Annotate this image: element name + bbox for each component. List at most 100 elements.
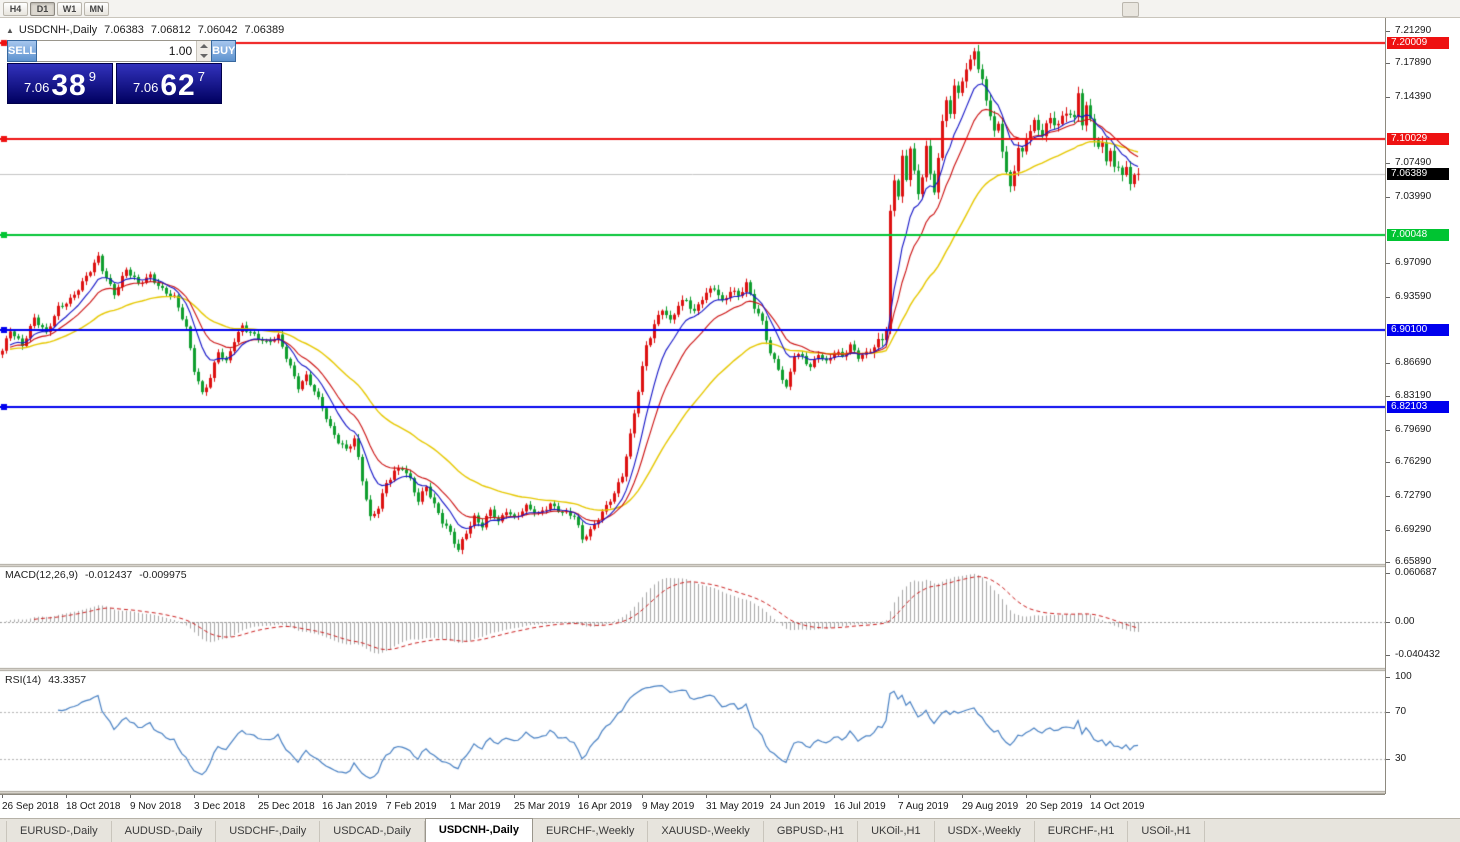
chart-title: ▲ USDCNH-,Daily 7.06383 7.06812 7.06042 … — [6, 24, 284, 36]
price-scale-label: 7.03990 — [1395, 191, 1432, 202]
price-scale-label: 6.86690 — [1395, 357, 1432, 368]
volume-increase-icon[interactable] — [197, 41, 212, 51]
date-label: 16 Apr 2019 — [578, 801, 632, 812]
price-scale-tick — [1386, 97, 1390, 98]
date-axis-tick — [834, 795, 835, 798]
tab-xauusd-weekly[interactable]: XAUUSD-,Weekly — [648, 821, 764, 842]
date-label: 31 May 2019 — [706, 801, 764, 812]
price-scale[interactable]: 7.21290 7.20009 7.17890 7.14390 7.10029 7.074… — [1385, 18, 1460, 794]
macd-scale-label: -0.040432 — [1395, 649, 1441, 660]
price-scale-tick — [1386, 622, 1390, 623]
timeframe-w1-button[interactable]: W1 — [57, 1, 82, 16]
date-axis-tick — [194, 795, 195, 798]
chart-tabs-bar: EURUSD-,Daily AUDUSD-,Daily USDCHF-,Daily U… — [0, 818, 1460, 842]
rsi-scale-label: 100 — [1395, 671, 1412, 682]
price-scale-tick — [1386, 297, 1390, 298]
tab-gbpusd-h1[interactable]: GBPUSD-,H1 — [764, 821, 859, 842]
date-label: 16 Jul 2019 — [834, 801, 886, 812]
sell-button[interactable]: SELL — [7, 40, 38, 62]
price-scale-label: 7.14390 — [1395, 91, 1432, 102]
price-scale-tick — [1386, 573, 1390, 574]
price-scale-label: 7.17890 — [1395, 57, 1432, 68]
date-label: 24 Jun 2019 — [770, 801, 826, 812]
macd-scale-label: 0.00 — [1395, 616, 1415, 627]
tab-eurusd-daily[interactable]: EURUSD-,Daily — [6, 821, 112, 842]
date-axis-tick — [386, 795, 387, 798]
price-scale-tick — [1386, 496, 1390, 497]
volume-spinner — [196, 41, 212, 61]
price-scale-tick — [1386, 712, 1390, 713]
tab-audusd-daily[interactable]: AUDUSD-,Daily — [112, 821, 217, 842]
date-label: 29 Aug 2019 — [962, 801, 1019, 812]
volume-decrease-icon[interactable] — [197, 51, 212, 61]
macd-main-value: -0.012437 — [84, 569, 133, 581]
date-axis-tick — [1090, 795, 1091, 798]
sell-price-display[interactable]: 7.06 38 9 — [7, 63, 113, 104]
tab-ukoil-h1[interactable]: UKOil-,H1 — [858, 821, 935, 842]
date-axis-tick — [578, 795, 579, 798]
tab-usdcnh-daily[interactable]: USDCNH-,Daily — [424, 818, 533, 842]
timeframe-mn-button[interactable]: MN — [84, 1, 109, 16]
price-scale-tick — [1386, 430, 1390, 431]
price-scale-label: 6.69290 — [1395, 524, 1432, 535]
buy-price-display[interactable]: 7.06 62 7 — [116, 63, 222, 104]
price-scale-tick — [1386, 655, 1390, 656]
buy-price-prefix: 7.06 — [133, 80, 159, 95]
macd-indicator-label: MACD(12,26,9) -0.012437 -0.009975 — [5, 569, 187, 581]
date-axis-tick — [514, 795, 515, 798]
timeframe-h4-button[interactable]: H4 — [3, 1, 28, 16]
ohlc-high-value: 7.06812 — [150, 24, 191, 36]
buy-price-pips: 62 — [160, 69, 196, 102]
price-scale-label: 6.76290 — [1395, 456, 1432, 467]
ohlc-open-value: 7.06383 — [104, 24, 144, 36]
price-scale-tick — [1386, 677, 1390, 678]
date-label: 9 Nov 2018 — [130, 801, 182, 812]
rsi-scale-label: 70 — [1395, 706, 1407, 717]
level-price-label: 7.00048 — [1387, 229, 1449, 241]
date-axis-tick — [450, 795, 451, 798]
rsi-value: 43.3357 — [48, 674, 87, 686]
timeframe-toolbar: H4 D1 W1 MN — [0, 0, 1460, 18]
ohlc-close-value: 7.06389 — [244, 24, 285, 36]
date-label: 25 Mar 2019 — [514, 801, 571, 812]
volume-input[interactable] — [37, 41, 197, 61]
date-label: 18 Oct 2018 — [66, 801, 121, 812]
price-scale-label: 7.07490 — [1395, 157, 1432, 168]
date-axis-tick — [130, 795, 131, 798]
date-label: 16 Jan 2019 — [322, 801, 378, 812]
tab-eurchf-h1[interactable]: EURCHF-,H1 — [1035, 821, 1129, 842]
rsi-scale-label: 30 — [1395, 753, 1407, 764]
one-click-trading-panel: SELL BUY 7.06 38 9 7.06 — [7, 40, 237, 104]
toolbar-misc-button[interactable] — [1122, 2, 1139, 17]
tab-usdcad-daily[interactable]: USDCAD-,Daily — [320, 821, 425, 842]
buy-button[interactable]: BUY — [211, 40, 237, 62]
date-label: 26 Sep 2018 — [2, 801, 59, 812]
price-scale-tick — [1386, 263, 1390, 264]
price-chart-canvas[interactable] — [0, 18, 1385, 794]
date-axis-tick — [706, 795, 707, 798]
date-label: 7 Aug 2019 — [898, 801, 949, 812]
price-scale-label: 6.72790 — [1395, 490, 1432, 501]
current-price-label: 7.06389 — [1387, 168, 1449, 180]
tab-usdchf-daily[interactable]: USDCHF-,Daily — [216, 821, 321, 842]
tab-usoil-h1[interactable]: USOil-,H1 — [1128, 821, 1205, 842]
chart-window: ▲ USDCNH-,Daily 7.06383 7.06812 7.06042 … — [0, 18, 1460, 818]
date-axis-tick — [66, 795, 67, 798]
price-scale-tick — [1386, 31, 1390, 32]
tab-eurchf-weekly[interactable]: EURCHF-,Weekly — [533, 821, 649, 842]
price-scale-tick — [1386, 462, 1390, 463]
date-label: 9 May 2019 — [642, 801, 695, 812]
price-scale-tick — [1386, 197, 1390, 198]
tab-usdx-weekly[interactable]: USDX-,Weekly — [935, 821, 1035, 842]
macd-scale-label: 0.060687 — [1395, 567, 1437, 578]
macd-name: MACD(12,26,9) — [5, 569, 78, 581]
price-scale-label: 6.93590 — [1395, 291, 1432, 302]
chart-symbol-label: USDCNH-,Daily — [18, 24, 98, 36]
price-scale-label: 6.97090 — [1395, 257, 1432, 268]
date-axis-tick — [770, 795, 771, 798]
timeframe-d1-button[interactable]: D1 — [30, 1, 55, 16]
date-label: 25 Dec 2018 — [258, 801, 315, 812]
date-axis[interactable]: 26 Sep 2018 18 Oct 2018 9 Nov 2018 3 Dec 20… — [0, 794, 1385, 818]
date-axis-tick — [258, 795, 259, 798]
